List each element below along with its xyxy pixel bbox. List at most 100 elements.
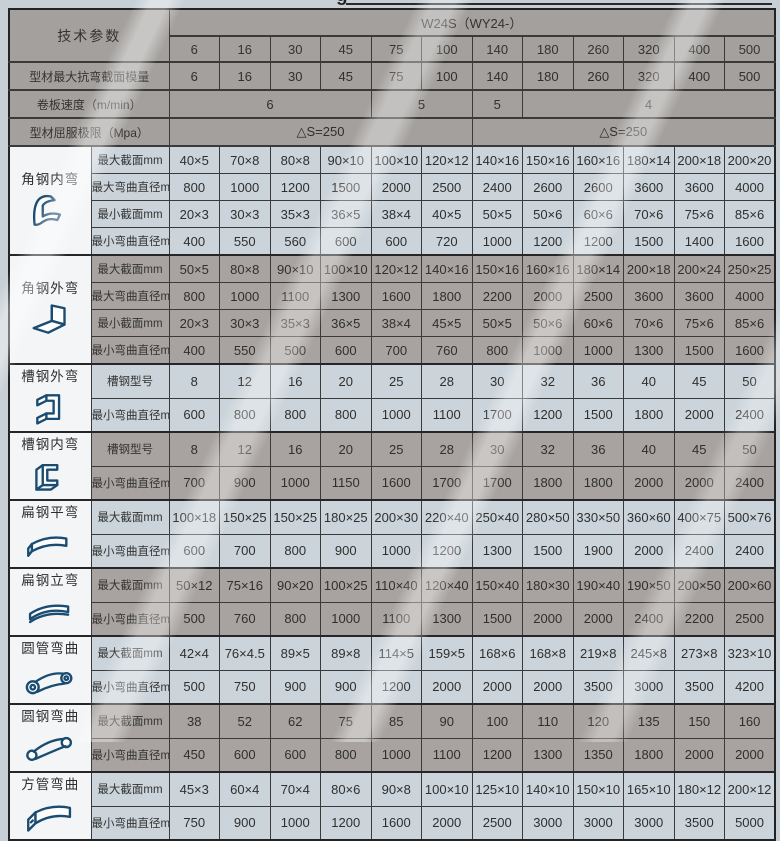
- value-cell: 1200: [522, 397, 574, 433]
- table-row: 最小弯曲直径mm45060060080010001100120013001350…: [9, 737, 776, 773]
- column-header: 45: [320, 35, 372, 63]
- column-header: 75: [370, 35, 422, 63]
- value-cell: 1800: [623, 737, 675, 773]
- value-cell: 36×5: [320, 200, 372, 228]
- value-cell: 159×5: [421, 635, 473, 671]
- value-cell: 150×25: [219, 499, 271, 535]
- value-cell: 85×6: [724, 200, 776, 228]
- section-name: 角钢内弯: [21, 171, 80, 187]
- value-cell: 750: [219, 669, 271, 705]
- value-cell: 110: [522, 703, 574, 739]
- row-label: 最小弯曲直径mm: [90, 397, 170, 433]
- value-cell: 2500: [471, 805, 523, 841]
- section-angle-inner-bend: 角钢内弯: [8, 145, 92, 256]
- value-cell: 200×18: [673, 145, 725, 174]
- value-cell: 89×8: [320, 635, 372, 671]
- value-cell: 50×5: [471, 309, 523, 337]
- value-cell: 100×25: [320, 567, 372, 603]
- value-cell: 3500: [673, 669, 725, 705]
- value-cell: 700: [370, 336, 422, 365]
- value-cell: 1300: [522, 737, 574, 773]
- column-header: 320: [623, 35, 675, 63]
- value-cell: 150×16: [471, 254, 523, 283]
- value-cell: 180×14: [572, 254, 624, 283]
- value-cell: 16: [269, 363, 321, 399]
- value-cell: 245×8: [623, 635, 675, 671]
- param-row: 卷板速度（m/min） 6 5 5 4: [8, 89, 776, 119]
- row-label: 最小弯曲直径mm: [90, 737, 170, 773]
- row-label: 最小弯曲直径mm: [90, 601, 170, 637]
- value-cell: 800: [471, 336, 523, 365]
- value-cell: 1200: [370, 669, 422, 705]
- value-cell: 32: [522, 363, 574, 399]
- value-cell: 140×16: [421, 254, 473, 283]
- value-cell: 250×40: [471, 499, 523, 535]
- table-row: 最小弯曲直径mm75090010001200160020002500300030…: [9, 805, 776, 841]
- value-cell: 1300: [623, 336, 675, 365]
- value-cell: 1700: [471, 465, 523, 501]
- value-cell: 1700: [421, 465, 473, 501]
- row-label: 最小截面mm: [90, 200, 170, 228]
- section-flat-bar-flat-bend: 扁钢平弯: [8, 499, 92, 569]
- value-cell: 35×3: [269, 200, 321, 228]
- value-cell: 3500: [673, 805, 725, 841]
- value-cell: 800: [269, 533, 321, 569]
- value-cell: 140×16: [471, 145, 523, 174]
- row-label: 最大截面mm: [90, 567, 170, 603]
- cropped-text-artifact: g: [332, 0, 774, 7]
- value-cell: 5000: [724, 805, 776, 841]
- value-cell: 38×4: [370, 309, 422, 337]
- value-cell: 2000: [623, 465, 675, 501]
- round-tube-bend-icon: [10, 659, 90, 701]
- value-cell: 1000: [269, 805, 321, 841]
- table-row: 圆管弯曲 最大截面mm 42×4 76×4.5 89×5 89×8 114×5 159×5 16…: [8, 635, 776, 705]
- value-cell: 90: [421, 703, 473, 739]
- value-cell: 1600: [370, 465, 422, 501]
- row-label: 最大截面mm: [90, 145, 170, 174]
- value-cell: 80×6: [320, 771, 372, 807]
- value-cell: 45: [673, 363, 725, 399]
- value-cell: 2500: [572, 282, 624, 310]
- angle-outer-bend-icon: [10, 299, 90, 341]
- value-cell: 500: [168, 669, 220, 705]
- value-cell: 1100: [421, 397, 473, 433]
- row-label: 最大截面mm: [90, 254, 170, 283]
- value-cell: 2000: [421, 669, 473, 705]
- flat-bar-flat-bend-icon: [10, 523, 90, 565]
- table-row: 最小弯曲直径mm40055050060070076080010001000130…: [9, 336, 776, 365]
- value-cell: 1500: [572, 397, 624, 433]
- table-row: 最小弯曲直径mm60080080080010001100170012001500…: [9, 397, 776, 433]
- value-cell: 1000: [572, 336, 624, 365]
- value-cell: 1100: [269, 282, 321, 310]
- value-cell: 2000: [572, 601, 624, 637]
- value-cell: 76×4.5: [219, 635, 271, 671]
- value-cell: 1150: [320, 465, 372, 501]
- value-cell: 1300: [320, 282, 372, 310]
- value-cell: 700: [168, 465, 220, 501]
- value-cell: 2500: [724, 601, 776, 637]
- value-cell: 273×8: [673, 635, 725, 671]
- value-cell: 1000: [522, 336, 574, 365]
- value-cell: 8: [168, 363, 220, 399]
- value-cell: 30×3: [219, 200, 271, 228]
- row-label: 槽钢型号: [90, 431, 170, 467]
- value-cell: 2000: [724, 737, 776, 773]
- value-cell: 160×16: [572, 145, 624, 174]
- value-cell: 3000: [572, 805, 624, 841]
- value-cell: 135: [623, 703, 675, 739]
- value-cell: 3000: [522, 805, 574, 841]
- value-cell: 120×12: [421, 145, 473, 174]
- param-value-cell: 4: [522, 89, 776, 119]
- column-header: 6: [168, 35, 220, 63]
- value-cell: 25: [370, 363, 422, 399]
- section-angle-outer-bend: 角钢外弯: [8, 254, 92, 365]
- value-cell: 1000: [219, 282, 271, 310]
- value-cell: 1100: [421, 737, 473, 773]
- value-cell: 38: [168, 703, 220, 739]
- value-cell: 62: [269, 703, 321, 739]
- param-value-cell: 5: [471, 89, 523, 119]
- param-value-cell: 180: [522, 61, 574, 91]
- value-cell: 700: [219, 533, 271, 569]
- row-label: 最小弯曲直径mm: [90, 465, 170, 501]
- value-cell: 180×14: [623, 145, 675, 174]
